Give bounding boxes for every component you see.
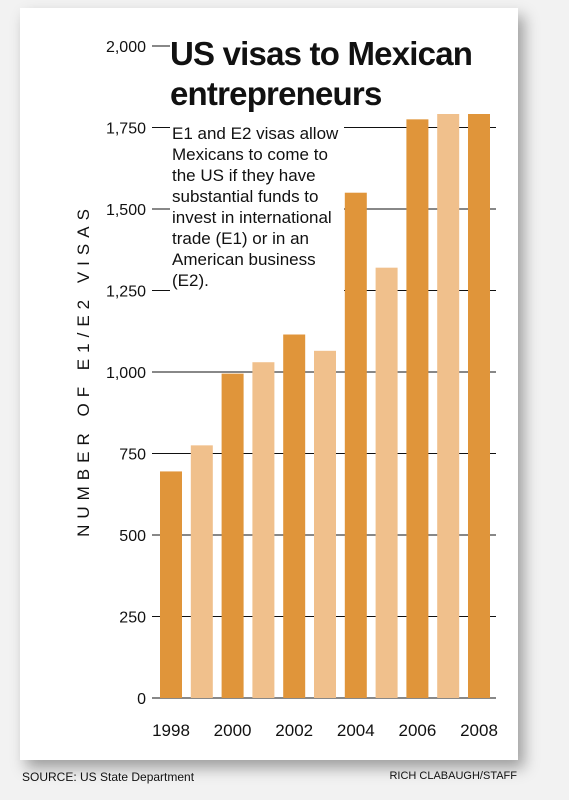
y-tick-label: 1,500 — [106, 202, 146, 219]
y-tick-label: 0 — [137, 691, 146, 708]
bar-2001 — [252, 362, 275, 698]
bar-2003 — [314, 350, 336, 698]
bars — [160, 78, 490, 699]
bar-2006 — [406, 119, 429, 699]
x-tick-label: 2008 — [460, 721, 498, 740]
y-tick-label: 250 — [119, 610, 146, 627]
bar-2004 — [344, 192, 367, 698]
bar-1999 — [190, 445, 213, 698]
bar-1998 — [160, 471, 182, 698]
x-tick-label: 2006 — [398, 721, 436, 740]
bar-2005 — [375, 267, 398, 698]
y-tick-labels: 0 250 500 750 1,000 1,250 1,500 1,750 2,000 — [106, 39, 146, 708]
bar-2007 — [437, 88, 460, 698]
bar-2008 — [468, 78, 490, 699]
y-tick-label: 1,750 — [106, 121, 146, 138]
y-axis-label: NUMBER OF E1/E2 VISAS — [74, 203, 93, 537]
y-tick-label: 1,000 — [106, 365, 146, 382]
x-tick-label: 2000 — [214, 721, 252, 740]
source-note: SOURCE: US State Department — [22, 770, 195, 784]
bar-2000 — [221, 373, 244, 698]
x-tick-label: 1998 — [152, 721, 190, 740]
credit-note: RICH CLABAUGH/STAFF — [389, 770, 517, 782]
y-tick-label: 1,250 — [106, 284, 146, 301]
y-tick-label: 750 — [119, 447, 146, 464]
x-tick-label: 2002 — [275, 721, 313, 740]
y-tick-label: 2,000 — [106, 39, 146, 56]
chart-description: E1 and E2 visas allow Mexicans to come t… — [170, 121, 344, 295]
x-tick-labels: 1998 2000 2002 2004 2006 2008 — [152, 721, 498, 740]
y-tick-label: 500 — [119, 528, 146, 545]
chart-title: US visas to Mexican entrepreneurs — [170, 34, 504, 114]
x-tick-label: 2004 — [337, 721, 375, 740]
bar-2002 — [283, 334, 306, 698]
